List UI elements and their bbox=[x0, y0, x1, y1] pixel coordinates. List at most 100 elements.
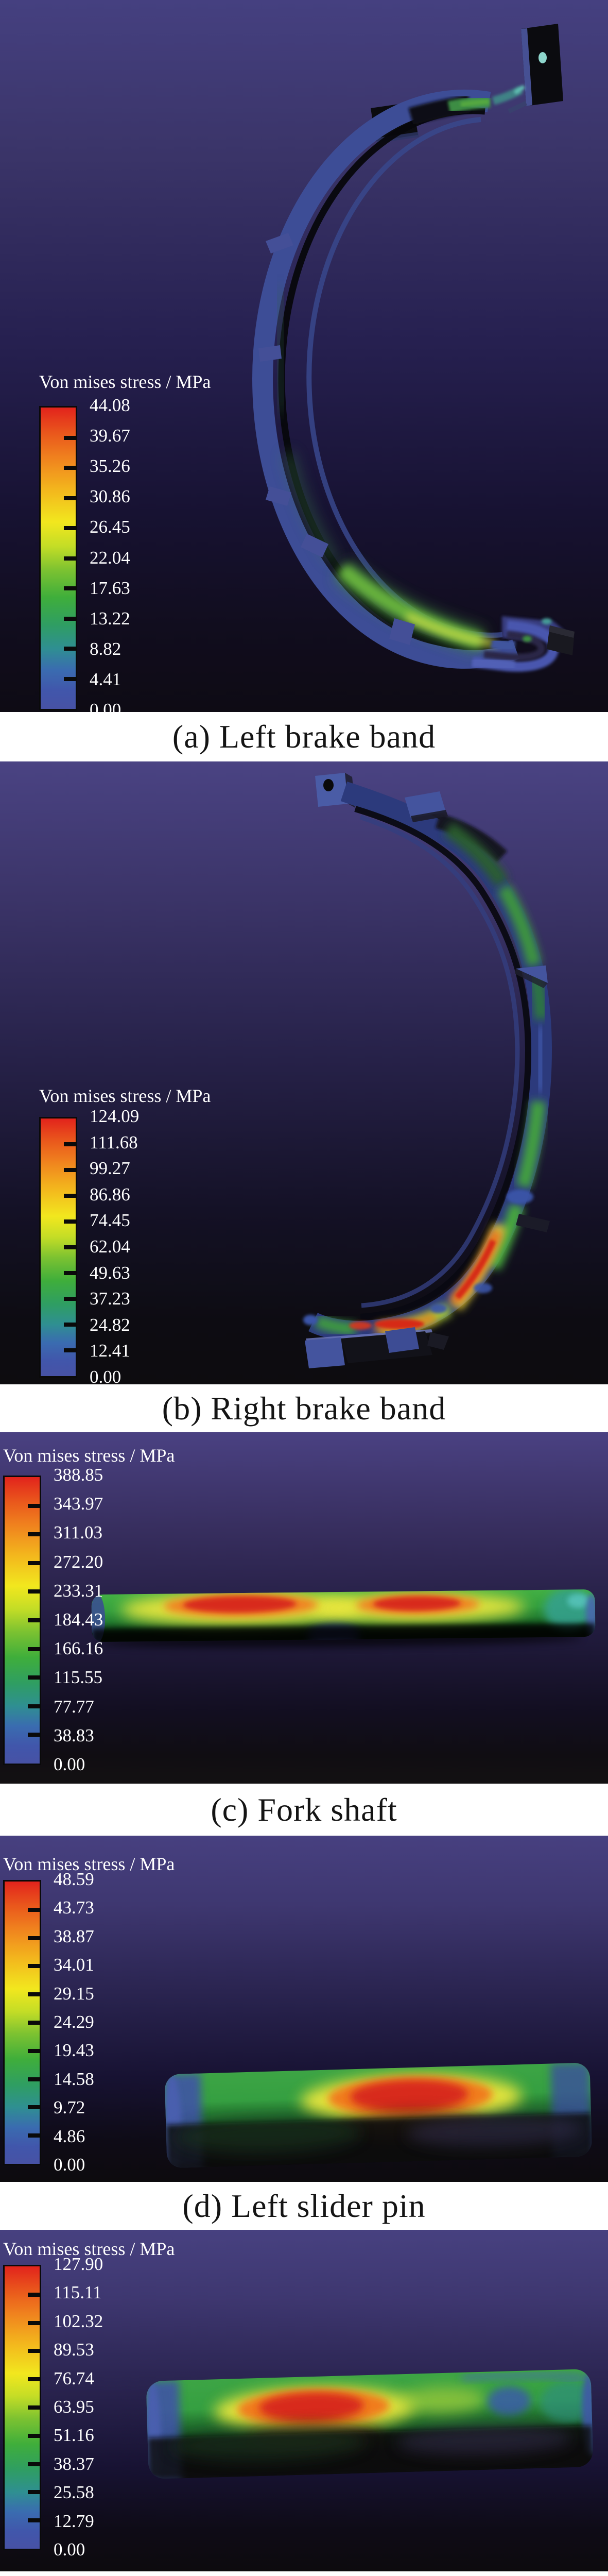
legend-colorbar bbox=[39, 406, 77, 710]
shaft-cylinder bbox=[91, 1589, 596, 1648]
legend-b: Von mises stress / MPa 124.09 111.68 99.… bbox=[39, 1085, 211, 1384]
legend-title: Von mises stress / MPa bbox=[39, 1086, 211, 1106]
caption-e: (e) Right slider pin bbox=[0, 2571, 608, 2576]
legend-tick bbox=[28, 2433, 40, 2438]
legend-tick bbox=[28, 2405, 40, 2410]
legend-colorbar bbox=[3, 1476, 41, 1765]
legend-tick bbox=[64, 1271, 76, 1275]
legend-value: 29.15 bbox=[54, 1983, 94, 2004]
legend-value: 89.53 bbox=[54, 2340, 94, 2360]
legend-colorbar bbox=[3, 2265, 41, 2550]
legend-tick bbox=[28, 1647, 40, 1651]
legend-value: 25.58 bbox=[54, 2482, 94, 2503]
legend-value: 124.09 bbox=[90, 1106, 140, 1127]
legend-value: 77.77 bbox=[54, 1696, 94, 1717]
legend-tick bbox=[28, 1589, 40, 1594]
legend-title: Von mises stress / MPa bbox=[3, 1854, 175, 1874]
legend-tick bbox=[64, 1219, 76, 1224]
panel-e: Von mises stress / MPa 127.90 115.11 102… bbox=[0, 2230, 608, 2576]
render-e: Von mises stress / MPa 127.90 115.11 102… bbox=[0, 2230, 608, 2571]
fork-shaft-render bbox=[91, 1589, 596, 1648]
render-b: Von mises stress / MPa 124.09 111.68 99.… bbox=[0, 761, 608, 1384]
mount-bracket-top-right bbox=[508, 24, 563, 114]
legend-value: 12.41 bbox=[90, 1341, 130, 1361]
band-end-hook bbox=[472, 616, 575, 672]
caption-text: (b) Right brake band bbox=[162, 1389, 446, 1427]
legend-tick bbox=[28, 2292, 40, 2297]
legend-tick bbox=[28, 2077, 40, 2081]
legend-value: 102.32 bbox=[54, 2311, 103, 2331]
legend-value: 38.83 bbox=[54, 1725, 94, 1745]
legend-title: Von mises stress / MPa bbox=[39, 371, 211, 392]
legend-tick bbox=[28, 1964, 40, 1969]
legend-tick bbox=[64, 1168, 76, 1172]
legend-d: Von mises stress / MPa 48.59 43.73 38.87… bbox=[3, 1853, 175, 2175]
legend-value: 19.43 bbox=[54, 2040, 94, 2061]
legend-value: 4.41 bbox=[90, 669, 121, 690]
legend-value: 99.27 bbox=[90, 1158, 130, 1179]
legend-value: 233.31 bbox=[54, 1580, 103, 1601]
legend-tick bbox=[28, 2021, 40, 2025]
panel-d: Von mises stress / MPa 48.59 43.73 38.87… bbox=[0, 1836, 608, 2230]
legend-value: 127.90 bbox=[54, 2254, 103, 2275]
legend-value: 24.29 bbox=[54, 2012, 94, 2032]
legend-value: 34.01 bbox=[54, 1955, 94, 1975]
legend-value: 184.43 bbox=[54, 1609, 103, 1630]
legend-value: 22.04 bbox=[90, 547, 130, 568]
legend-tick bbox=[64, 466, 76, 470]
legend-value: 0.00 bbox=[90, 700, 121, 712]
stress-hotspots bbox=[303, 1190, 533, 1330]
legend-tick bbox=[28, 2349, 40, 2353]
panel-a: Von mises stress / MPa 44.08 39.67 35.26… bbox=[0, 0, 608, 761]
legend-tick bbox=[28, 1532, 40, 1537]
legend-tick bbox=[64, 526, 76, 530]
brake-band-arc bbox=[308, 782, 552, 1342]
legend-labels: 388.85 343.97 311.03 272.20 233.31 184.4… bbox=[54, 1465, 146, 1774]
legend-tick bbox=[28, 1561, 40, 1565]
legend-value: 4.86 bbox=[54, 2126, 85, 2146]
legend-title: Von mises stress / MPa bbox=[3, 2239, 175, 2259]
legend-value: 76.74 bbox=[54, 2368, 94, 2388]
pin-cylinder bbox=[164, 2062, 593, 2168]
legend-tick bbox=[28, 2320, 40, 2325]
legend-value: 17.63 bbox=[90, 578, 130, 598]
legend-value: 38.87 bbox=[54, 1926, 94, 1946]
legend-value: 115.55 bbox=[54, 1667, 102, 1688]
legend-tick bbox=[28, 2133, 40, 2138]
render-c: Von mises stress / MPa 388.85 343.97 311… bbox=[0, 1432, 608, 1784]
left-brake-band-render bbox=[252, 24, 575, 672]
legend-value: 14.58 bbox=[54, 2069, 94, 2089]
caption-b: (b) Right brake band bbox=[0, 1384, 608, 1432]
caption-d: (d) Left slider pin bbox=[0, 2182, 608, 2230]
legend-value: 12.79 bbox=[54, 2511, 94, 2531]
legend-tick bbox=[64, 556, 76, 561]
legend-tick bbox=[64, 1142, 76, 1146]
legend-value: 8.82 bbox=[90, 638, 121, 659]
legend-value: 111.68 bbox=[90, 1132, 138, 1153]
brake-band-arc bbox=[252, 84, 526, 669]
legend-value: 9.72 bbox=[54, 2097, 85, 2118]
legend-value: 24.82 bbox=[90, 1314, 130, 1335]
legend-value: 37.23 bbox=[90, 1289, 130, 1309]
legend-value: 63.95 bbox=[54, 2397, 94, 2417]
pin-cylinder bbox=[146, 2369, 594, 2479]
caption-text: (a) Left brake band bbox=[172, 718, 436, 755]
legend-value: 272.20 bbox=[54, 1551, 103, 1572]
caption-text: (c) Fork shaft bbox=[211, 1791, 397, 1828]
band-tabs bbox=[405, 791, 550, 1232]
legend-value: 43.73 bbox=[54, 1897, 94, 1918]
legend-tick bbox=[64, 647, 76, 651]
legend-tick bbox=[28, 1618, 40, 1622]
legend-value: 0.00 bbox=[54, 2155, 85, 2175]
panel-b: Von mises stress / MPa 124.09 111.68 99.… bbox=[0, 761, 608, 1432]
legend-value: 26.45 bbox=[90, 517, 130, 537]
legend-labels: 44.08 39.67 35.26 30.86 26.45 22.04 17.6… bbox=[90, 395, 182, 712]
legend-tick bbox=[28, 2048, 40, 2053]
legend-value: 166.16 bbox=[54, 1638, 103, 1659]
legend-tick bbox=[64, 676, 76, 681]
band-tabs bbox=[258, 233, 415, 645]
legend-colorbar bbox=[3, 1880, 41, 2165]
legend-e: Von mises stress / MPa 127.90 115.11 102… bbox=[3, 2238, 175, 2560]
legend-c: Von mises stress / MPa 388.85 343.97 311… bbox=[3, 1445, 175, 1774]
